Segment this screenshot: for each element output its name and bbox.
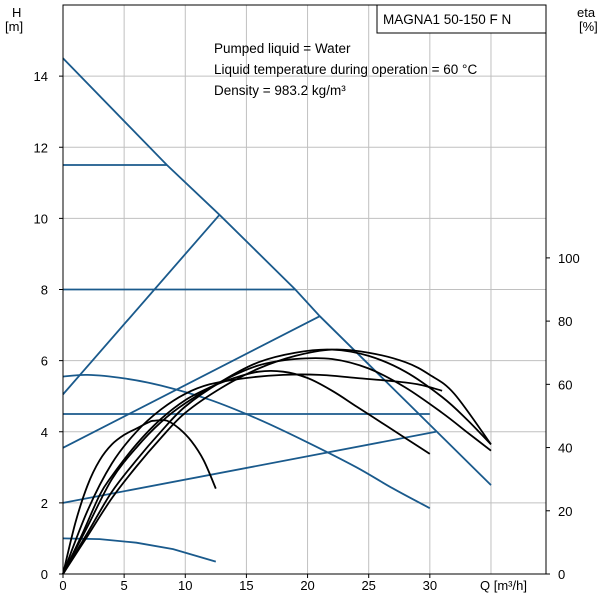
head-curves: [62, 57, 492, 563]
efficiency-curve-3: [62, 348, 492, 575]
x-tick-label: 20: [300, 578, 314, 593]
y-right-label-line2: [%]: [579, 19, 598, 34]
x-tick-label: 30: [423, 578, 437, 593]
x-tick-label: 25: [361, 578, 375, 593]
model-label-box: [376, 4, 547, 34]
y-left-tick-label: 4: [41, 425, 48, 440]
tick-labels: 0 5 10 15 20 25 30 0 2 4 6 8 10 12 14 0 20 40 60 80 100: [34, 69, 580, 593]
x-tick-label: 5: [121, 578, 128, 593]
head-curve-7: [62, 373, 431, 509]
y-right-tick-label: 80: [558, 314, 572, 329]
annotation-density: Density = 983.2 kg/m³: [214, 83, 346, 98]
model-label: MAGNA1 50-150 F N: [383, 12, 511, 27]
y-left-tick-label: 10: [34, 211, 48, 226]
x-tick-label: 15: [239, 578, 253, 593]
y-right-tick-label: 60: [558, 377, 572, 392]
y-left-label-line1: H: [12, 5, 21, 20]
y-left-tick-label: 2: [41, 496, 48, 511]
efficiency-curve-2: [62, 357, 492, 575]
head-curve-8: [62, 537, 217, 563]
annotation-liquid: Pumped liquid = Water: [214, 41, 351, 56]
y-left-tick-label: 12: [34, 140, 48, 155]
efficiency-curve-5: [62, 373, 443, 575]
y-left-tick-label: 0: [41, 567, 48, 582]
y-left-tick-label: 14: [34, 69, 48, 84]
y-right-tick-label: 20: [558, 504, 572, 519]
annotation-temperature: Liquid temperature during operation = 60…: [214, 62, 477, 77]
head-curve-4: [62, 214, 221, 395]
head-curve-5: [62, 315, 321, 449]
x-axis-label: Q [m³/h]: [480, 578, 527, 593]
head-curve-6: [62, 430, 437, 504]
y-right-label-line1: eta: [577, 5, 596, 20]
y-left-tick-label: 8: [41, 283, 48, 298]
y-right-tick-label: 40: [558, 441, 572, 456]
x-tick-label: 0: [59, 578, 66, 593]
efficiency-curve-4: [62, 348, 492, 575]
efficiency-curve-1: [62, 369, 431, 575]
head-curve-0: [62, 57, 492, 486]
efficiency-curves: [62, 348, 492, 575]
y-right-tick-label: 0: [558, 567, 565, 582]
y-right-tick-label: 100: [558, 251, 580, 266]
x-tick-label: 10: [178, 578, 192, 593]
y-left-tick-label: 6: [41, 354, 48, 369]
y-left-label-line2: [m]: [5, 19, 23, 34]
